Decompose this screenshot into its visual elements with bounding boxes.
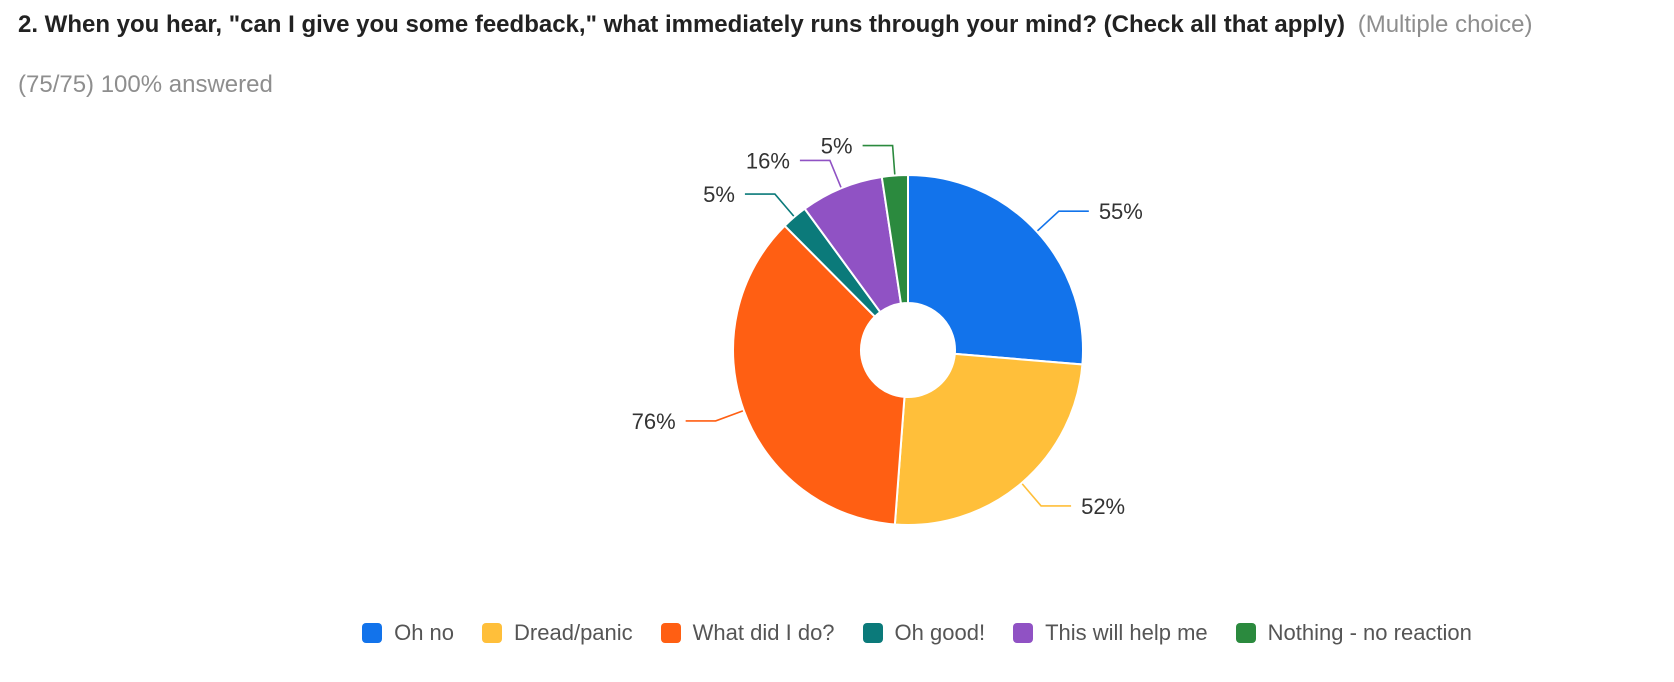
legend-item-oh-good[interactable]: Oh good! xyxy=(862,620,986,646)
legend-swatch xyxy=(1013,623,1034,643)
donut-chart: 55% 52% 76% 5% 16% 5% xyxy=(632,134,1143,526)
legend-label: Nothing - no reaction xyxy=(1267,620,1472,645)
legend-swatch xyxy=(482,623,503,643)
data-label-dread-panic: 52% xyxy=(1081,494,1125,519)
legend-swatch xyxy=(362,623,383,643)
leader-line-this-will-help-me xyxy=(799,159,842,188)
legend-label: Dread/panic xyxy=(514,620,633,645)
legend-item-oh-no[interactable]: Oh no xyxy=(362,620,454,646)
chart-leader-lines xyxy=(685,144,1089,507)
question-header: 2. When you hear, "can I give you some f… xyxy=(18,8,1668,42)
legend-label: Oh no xyxy=(394,620,455,645)
legend-label: This will help me xyxy=(1045,620,1208,645)
slice-dread-panic[interactable] xyxy=(893,352,1084,526)
legend-item-this-will-help-me[interactable]: This will help me xyxy=(1013,620,1208,646)
legend-swatch xyxy=(862,623,883,643)
chart-legend: Oh no Dread/panic What did I do? Oh good! Th… xyxy=(0,620,1674,646)
data-label-oh-good: 5% xyxy=(703,182,735,207)
legend-swatch xyxy=(660,623,681,643)
leader-line-oh-good xyxy=(744,193,795,217)
leader-line-nothing-no-reaction xyxy=(862,144,896,175)
data-label-nothing-no-reaction: 5% xyxy=(821,134,853,159)
chart-data-labels: 55% 52% 76% 5% 16% 5% xyxy=(632,134,1143,519)
legend-item-nothing-no-reaction[interactable]: Nothing - no reaction xyxy=(1235,620,1472,646)
data-label-what-did-i-do: 76% xyxy=(632,409,676,434)
data-label-oh-no: 55% xyxy=(1099,199,1143,224)
legend-label: Oh good! xyxy=(894,620,986,645)
slice-nothing-no-reaction[interactable] xyxy=(880,173,909,305)
legend-item-what-did-i-do[interactable]: What did I do? xyxy=(660,620,835,646)
legend-label: What did I do? xyxy=(692,620,835,645)
chart-slices xyxy=(732,173,1084,526)
question-type-label: (Multiple choice) xyxy=(1357,11,1533,38)
leader-line-oh-no xyxy=(1036,210,1089,232)
question-title: 2. When you hear, "can I give you some f… xyxy=(18,11,1346,38)
response-count: (75/75) 100% answered xyxy=(18,71,273,98)
legend-item-dread-panic[interactable]: Dread/panic xyxy=(482,620,633,646)
data-label-this-will-help-me: 16% xyxy=(746,148,790,173)
slice-oh-no[interactable] xyxy=(907,173,1084,366)
leader-line-dread-panic xyxy=(1021,483,1072,507)
slice-what-did-i-do[interactable] xyxy=(732,224,906,526)
legend-swatch xyxy=(1235,623,1256,643)
leader-line-what-did-i-do xyxy=(685,410,744,422)
